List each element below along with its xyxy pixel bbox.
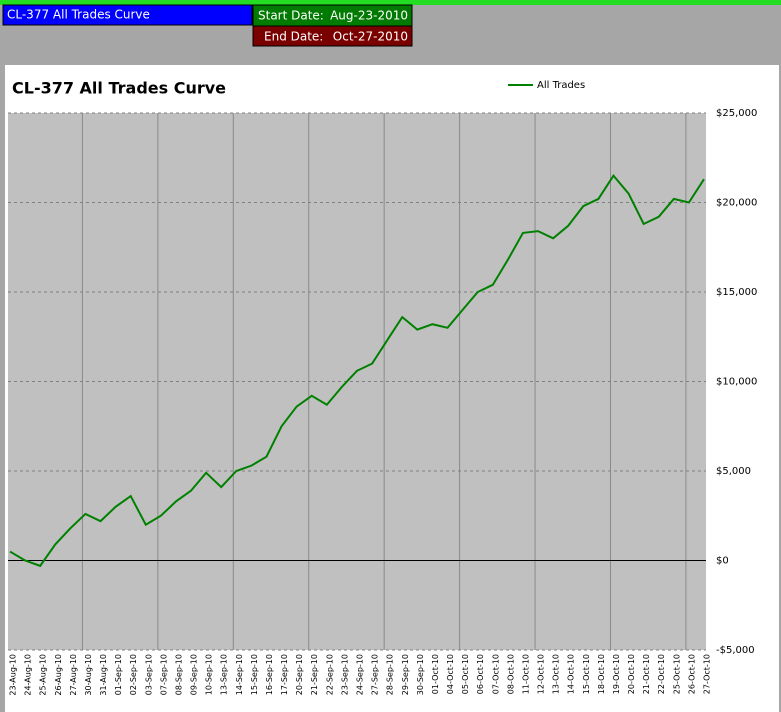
- x-tick-label: 24-Aug-10: [24, 654, 33, 696]
- line: [9, 173, 705, 568]
- x-tick-label: 11-Oct-10: [521, 654, 530, 694]
- x-tick-label: 19-Oct-10: [612, 654, 621, 694]
- x-tick-label: 03-Sep-10: [144, 654, 153, 695]
- x-tick-label: 14-Oct-10: [567, 654, 576, 694]
- y-tick-label: $0: [716, 556, 729, 567]
- chart-title: CL-377 All Trades Curve: [12, 79, 226, 98]
- y-tick-label: $15,000: [716, 287, 757, 298]
- x-tick-label: 13-Oct-10: [552, 654, 561, 694]
- x-tick-label: 23-Sep-10: [340, 654, 349, 695]
- x-tick-label: 24-Sep-10: [356, 654, 365, 695]
- y-tick-label: $20,000: [716, 198, 757, 209]
- end-date: Oct-27-2010: [333, 30, 408, 44]
- x-tick-label: 08-Oct-10: [506, 654, 515, 694]
- title-cell-text: CL-377 All Trades Curve: [7, 8, 150, 22]
- x-tick-label: 20-Sep-10: [295, 654, 304, 695]
- x-tick-label: 21-Oct-10: [642, 654, 651, 694]
- x-tick-label: 21-Sep-10: [310, 654, 319, 695]
- x-tick-label: 27-Oct-10: [703, 654, 712, 694]
- x-tick-label: 22-Oct-10: [657, 654, 666, 694]
- x-tick-label: 26-Oct-10: [687, 654, 696, 694]
- x-tick-label: 02-Sep-10: [129, 654, 138, 695]
- x-tick-label: 12-Oct-10: [537, 654, 546, 694]
- x-tick-label: 16-Sep-10: [265, 654, 274, 695]
- x-tick-label: 29-Sep-10: [401, 654, 410, 695]
- x-tick-label: 23-Aug-10: [9, 654, 18, 696]
- x-tick-label: 09-Sep-10: [190, 654, 199, 695]
- y-tick-label: -$5,000: [716, 645, 755, 656]
- x-tick-label: 08-Sep-10: [174, 654, 183, 695]
- x-tick-label: 13-Sep-10: [220, 654, 229, 695]
- start-label: Start Date:: [258, 9, 324, 23]
- x-tick-label: 05-Oct-10: [461, 654, 470, 694]
- start-date: Aug-23-2010: [330, 9, 408, 23]
- y-tick-label: $10,000: [716, 377, 757, 388]
- x-tick-label: 25-Aug-10: [39, 654, 48, 696]
- x-tick-label: 04-Oct-10: [446, 654, 455, 694]
- x-tick-label: 14-Sep-10: [235, 654, 244, 695]
- x-tick-label: 25-Oct-10: [672, 654, 681, 694]
- x-tick-label: 31-Aug-10: [99, 654, 108, 696]
- x-tick-label: 15-Sep-10: [250, 654, 259, 695]
- x-tick-label: 30-Sep-10: [416, 654, 425, 695]
- end-label: End Date:: [264, 30, 323, 44]
- x-tick-label: 07-Sep-10: [159, 654, 168, 695]
- legend-label: All Trades: [537, 80, 585, 91]
- end-cell: [252, 25, 413, 47]
- y-tick-label: $5,000: [716, 466, 751, 477]
- x-tick-label: 27-Aug-10: [69, 654, 78, 696]
- x-tick-label: 10-Sep-10: [205, 654, 214, 695]
- y-tick-label: $25,000: [716, 108, 757, 119]
- x-tick-label: 22-Sep-10: [325, 654, 334, 695]
- x-tick-label: 20-Oct-10: [627, 654, 636, 694]
- x-tick-label: 17-Sep-10: [280, 654, 289, 695]
- title-cell: [2, 4, 253, 26]
- x-tick-label: 06-Oct-10: [476, 654, 485, 694]
- x-tick-label: 27-Sep-10: [371, 654, 380, 695]
- x-tick-label: 01-Oct-10: [431, 654, 440, 694]
- x-tick-label: 15-Oct-10: [582, 654, 591, 694]
- x-tick-label: 30-Aug-10: [84, 654, 93, 696]
- top-bar: [0, 0, 781, 5]
- x-tick-label: 26-Aug-10: [54, 654, 63, 696]
- x-tick-label: 07-Oct-10: [491, 654, 500, 694]
- x-tick-label: 01-Sep-10: [114, 654, 123, 695]
- x-tick-label: 28-Sep-10: [386, 654, 395, 695]
- x-tick-label: 18-Oct-10: [597, 654, 606, 694]
